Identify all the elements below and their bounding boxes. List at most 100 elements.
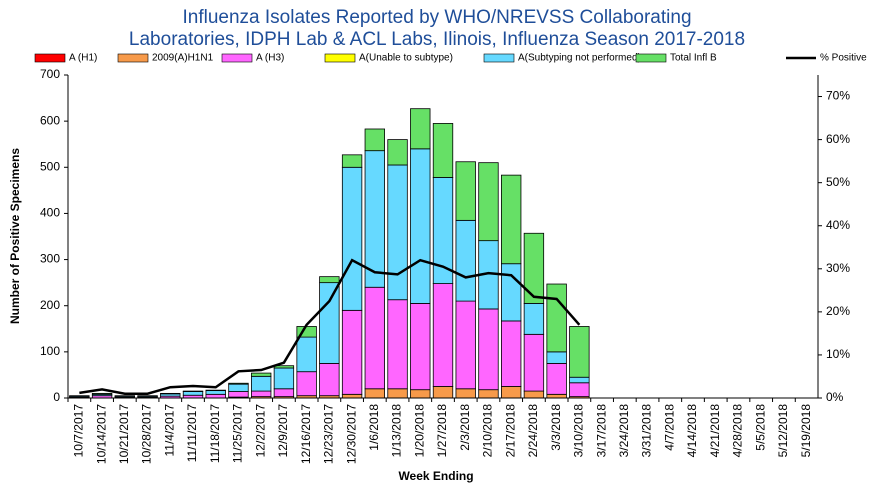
y2-tick-label: 40%	[826, 218, 850, 232]
x-tick-label: 1/20/2018	[412, 404, 426, 458]
x-tick-label: 5/12/2018	[776, 404, 790, 458]
y-tick-label: 200	[40, 298, 60, 312]
bar	[228, 383, 249, 392]
bar	[387, 388, 408, 399]
bar	[432, 283, 454, 387]
x-tick-label: 1/13/2018	[390, 404, 404, 458]
y-tick-label: 0	[53, 390, 60, 404]
x-tick-label: 5/19/2018	[799, 404, 813, 458]
y2-tick-label: 10%	[826, 347, 850, 361]
bar	[478, 389, 499, 399]
bar	[251, 390, 272, 398]
bar	[410, 148, 431, 304]
legend-label: % Positive	[820, 53, 867, 64]
bar	[501, 320, 522, 387]
legend-label: A (H3)	[256, 53, 284, 64]
legend-swatch	[635, 53, 667, 63]
x-tick-label: 1/6/2018	[367, 404, 381, 451]
y2-tick-label: 70%	[826, 89, 850, 103]
x-tick-label: 4/21/2018	[708, 404, 722, 458]
bar	[319, 362, 340, 397]
y-tick-label: 100	[40, 344, 60, 358]
legend-label: A (H1)	[69, 53, 97, 64]
bar	[523, 232, 545, 304]
bar	[364, 150, 385, 288]
x-tick-label: 11/18/2017	[208, 404, 222, 463]
bar	[319, 282, 340, 364]
x-tick-label: 5/5/2018	[753, 404, 767, 451]
bar	[410, 303, 431, 391]
x-tick-label: 10/7/2017	[72, 404, 86, 458]
bar	[341, 166, 363, 311]
x-tick-label: 12/2/2017	[253, 404, 267, 458]
bar	[546, 351, 567, 364]
y-tick-label: 600	[40, 113, 60, 127]
legend-swatch	[34, 53, 66, 63]
bar	[546, 362, 567, 395]
bar	[523, 333, 545, 392]
x-tick-label: 3/17/2018	[594, 404, 608, 458]
bar	[478, 162, 499, 242]
bar	[455, 161, 476, 221]
bar	[91, 392, 113, 395]
x-tick-label: 12/30/2017	[344, 404, 358, 464]
bar	[501, 386, 522, 399]
bar	[364, 128, 385, 152]
x-tick-label: 3/10/2018	[572, 404, 586, 458]
line-series	[79, 258, 581, 395]
y2-tick-label: 20%	[826, 304, 850, 318]
legend-swatch	[221, 53, 253, 63]
x-tick-label: 2/3/2018	[458, 404, 472, 451]
x-tick-label: 4/7/2018	[662, 404, 676, 451]
bar	[569, 376, 590, 384]
y2-tick-label: 0%	[826, 390, 844, 404]
x-tick-label: 2/10/2018	[481, 404, 495, 458]
bar	[569, 382, 590, 398]
chart-title: Laboratories, IDPH Lab & ACL Labs, Ilino…	[129, 29, 745, 50]
bar	[410, 389, 431, 399]
x-axis-title: Week Ending	[398, 469, 473, 483]
bar	[341, 309, 363, 395]
bar	[523, 390, 545, 399]
bar	[296, 371, 317, 397]
legend-swatch	[324, 53, 356, 63]
bar	[364, 286, 385, 390]
bar	[501, 174, 522, 265]
chart-title: Influenza Isolates Reported by WHO/NREVS…	[182, 7, 691, 28]
legend-swatch	[483, 53, 515, 63]
bar	[387, 164, 408, 301]
bar	[341, 393, 363, 399]
x-tick-label: 11/25/2017	[231, 404, 245, 463]
legend-label: A(Unable to subtype)	[359, 53, 453, 64]
bar	[273, 388, 295, 398]
bar	[251, 375, 272, 392]
y-tick-label: 700	[40, 67, 60, 81]
x-tick-label: 10/14/2017	[94, 404, 108, 464]
bar	[523, 303, 545, 335]
x-tick-label: 10/21/2017	[117, 404, 131, 464]
x-tick-label: 3/24/2018	[617, 404, 631, 458]
bar	[455, 219, 476, 302]
x-tick-label: 1/27/2018	[435, 404, 449, 458]
y2-tick-label: 60%	[826, 132, 850, 146]
bar	[228, 382, 249, 385]
y-tick-label: 500	[40, 159, 60, 173]
legend-label: Total Infl B	[670, 53, 717, 64]
x-tick-label: 12/23/2017	[322, 404, 336, 464]
bar	[364, 388, 385, 399]
bar	[432, 386, 454, 399]
x-tick-label: 11/4/2017	[162, 404, 176, 457]
bar	[387, 299, 408, 390]
x-tick-label: 3/31/2018	[640, 404, 654, 458]
bar	[273, 367, 295, 390]
bar	[296, 336, 317, 373]
bar	[455, 388, 476, 399]
x-tick-label: 10/28/2017	[140, 404, 154, 464]
bar	[228, 391, 249, 398]
bar	[569, 326, 590, 378]
bar	[546, 393, 567, 399]
x-tick-label: 3/3/2018	[549, 404, 563, 451]
x-tick-label: 12/9/2017	[276, 404, 290, 458]
x-tick-label: 12/16/2017	[299, 404, 313, 464]
bar	[341, 154, 363, 168]
